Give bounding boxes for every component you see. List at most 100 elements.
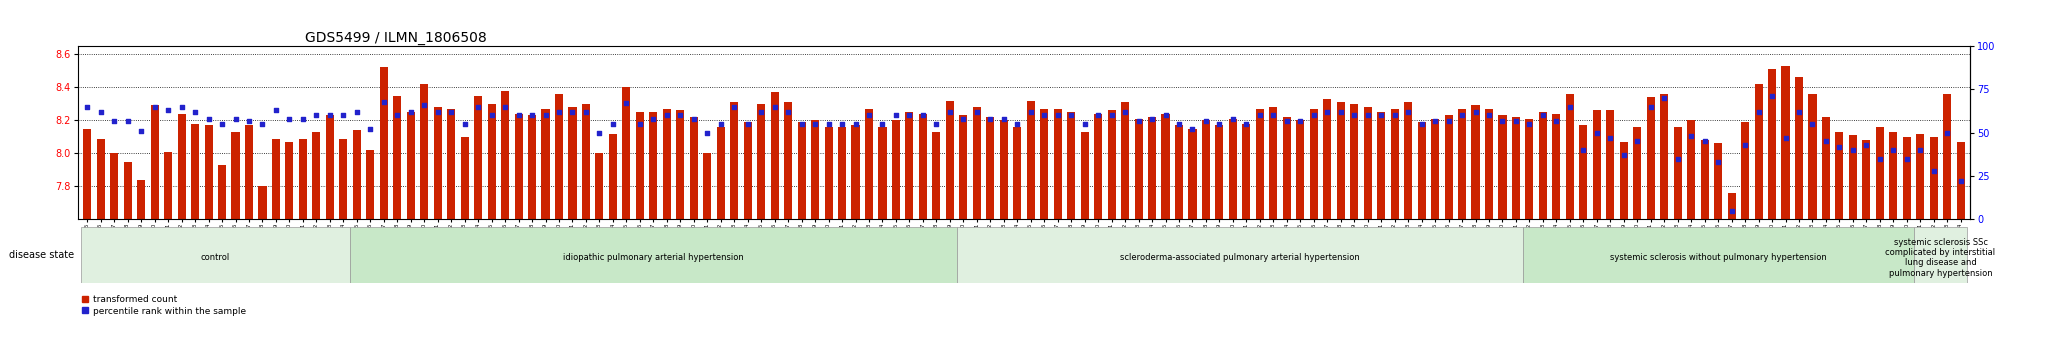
Point: [731, 121, 764, 127]
Point: [1337, 113, 1370, 118]
Point: [907, 113, 940, 118]
Point: [422, 109, 455, 115]
Bar: [932, 132, 940, 219]
Point: [866, 121, 899, 127]
Bar: [555, 94, 563, 219]
Point: [1837, 147, 1870, 153]
Point: [1108, 109, 1141, 115]
Point: [705, 121, 737, 127]
Bar: [1364, 107, 1372, 219]
Legend: transformed count, percentile rank within the sample: transformed count, percentile rank withi…: [82, 295, 246, 315]
Bar: [1714, 143, 1722, 219]
Point: [1499, 118, 1532, 124]
Point: [516, 113, 549, 118]
Point: [1688, 138, 1720, 144]
Point: [1040, 113, 1073, 118]
Point: [1593, 135, 1626, 141]
Point: [328, 113, 360, 118]
Bar: [1944, 94, 1952, 219]
Point: [205, 121, 238, 127]
Point: [1905, 147, 1937, 153]
Point: [178, 109, 211, 115]
Point: [1931, 130, 1964, 136]
Bar: [473, 96, 481, 219]
Bar: [1767, 69, 1776, 219]
Point: [690, 130, 723, 136]
Bar: [1282, 117, 1290, 219]
Point: [84, 109, 117, 115]
Text: systemic sclerosis without pulmonary hypertension: systemic sclerosis without pulmonary hyp…: [1610, 253, 1827, 262]
Bar: [1255, 109, 1264, 219]
Bar: [1458, 109, 1466, 219]
Point: [799, 121, 831, 127]
Text: control: control: [201, 253, 229, 262]
Point: [1917, 168, 1950, 174]
Point: [1473, 113, 1505, 118]
Bar: [702, 153, 711, 219]
Bar: [1632, 127, 1640, 219]
Bar: [1593, 110, 1602, 219]
Point: [287, 116, 319, 122]
Text: scleroderma-associated pulmonary arterial hypertension: scleroderma-associated pulmonary arteria…: [1120, 253, 1360, 262]
Bar: [784, 102, 793, 219]
Point: [1823, 144, 1855, 149]
Point: [1702, 159, 1735, 165]
Point: [98, 118, 131, 124]
Point: [784, 121, 817, 127]
Bar: [1485, 109, 1493, 219]
Bar: [1108, 110, 1116, 219]
Point: [434, 109, 467, 115]
Bar: [217, 165, 225, 219]
Bar: [1067, 112, 1075, 219]
Bar: [1606, 110, 1614, 219]
Point: [1526, 113, 1559, 118]
Bar: [987, 117, 995, 219]
Point: [1364, 113, 1397, 118]
Point: [408, 102, 440, 108]
Bar: [1913, 227, 1968, 283]
Point: [893, 113, 926, 118]
Bar: [1053, 109, 1061, 219]
Bar: [1405, 102, 1413, 219]
Bar: [717, 127, 725, 219]
Point: [879, 113, 911, 118]
Bar: [137, 180, 145, 219]
Point: [1796, 121, 1829, 127]
Bar: [461, 137, 469, 219]
Bar: [758, 104, 766, 219]
Point: [193, 116, 225, 122]
Bar: [111, 153, 119, 219]
Point: [987, 116, 1020, 122]
Point: [1122, 118, 1155, 124]
Bar: [340, 138, 348, 219]
Point: [1716, 208, 1749, 213]
Point: [125, 128, 158, 134]
Point: [381, 113, 414, 118]
Point: [1769, 135, 1802, 141]
Point: [1608, 153, 1640, 158]
Bar: [1794, 78, 1802, 219]
Bar: [811, 120, 819, 219]
Point: [584, 130, 616, 136]
Bar: [1202, 120, 1210, 219]
Point: [1014, 109, 1047, 115]
Bar: [1214, 125, 1223, 219]
Bar: [1296, 120, 1305, 219]
Bar: [582, 104, 590, 219]
Bar: [1432, 119, 1440, 219]
Bar: [1350, 104, 1358, 219]
Bar: [1470, 105, 1479, 219]
Bar: [973, 107, 981, 219]
Bar: [1323, 99, 1331, 219]
Bar: [1661, 94, 1669, 219]
Bar: [1391, 109, 1399, 219]
Bar: [205, 125, 213, 219]
Bar: [1849, 135, 1858, 219]
Bar: [1444, 115, 1452, 219]
Bar: [1524, 227, 1913, 283]
Point: [1405, 121, 1438, 127]
Point: [569, 109, 602, 115]
Point: [745, 109, 778, 115]
Bar: [1647, 97, 1655, 219]
Bar: [1782, 66, 1790, 219]
